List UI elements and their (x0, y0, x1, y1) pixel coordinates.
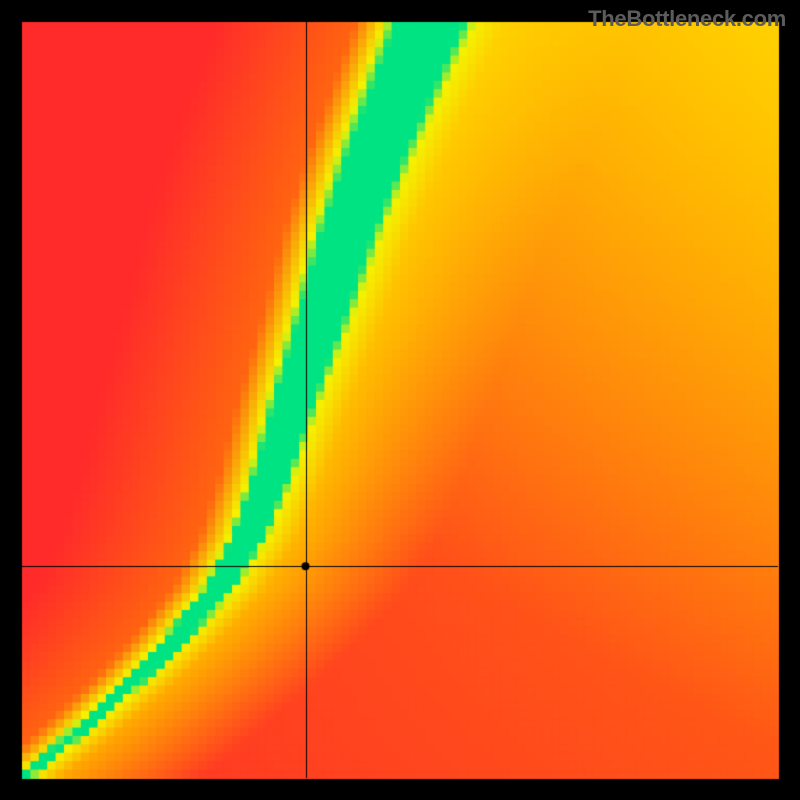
watermark-text: TheBottleneck.com (588, 6, 786, 32)
bottleneck-heatmap-container: TheBottleneck.com (0, 0, 800, 800)
bottleneck-heatmap-canvas (0, 0, 800, 800)
